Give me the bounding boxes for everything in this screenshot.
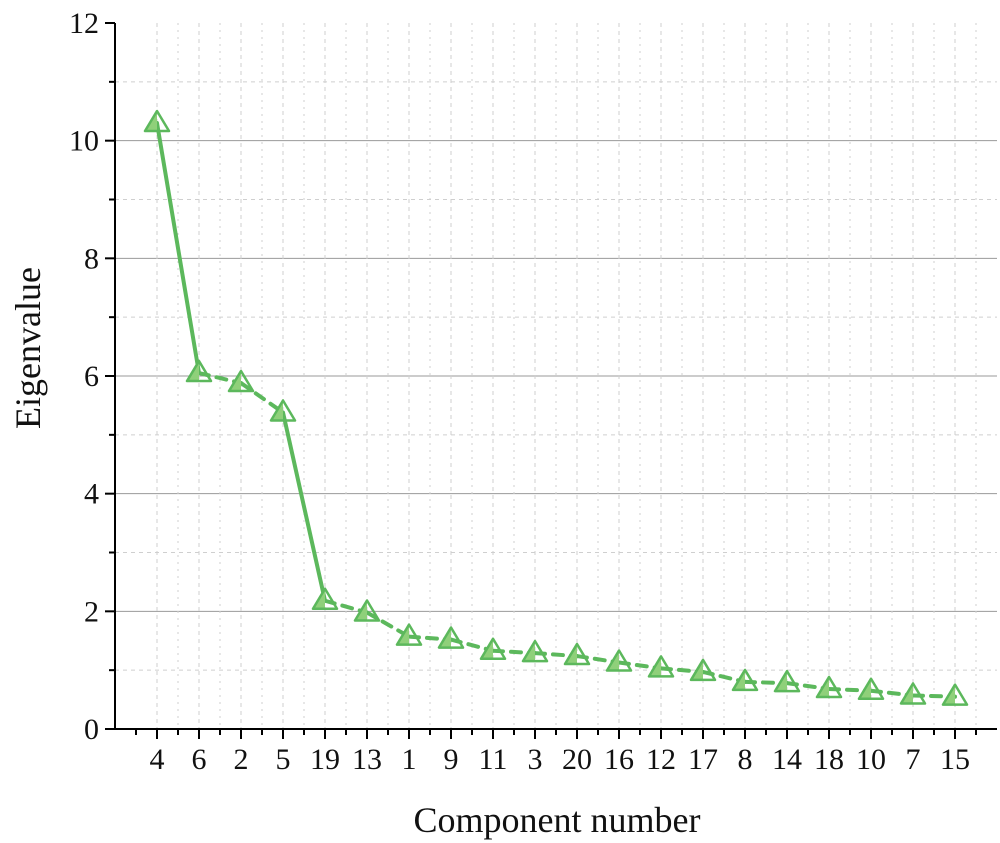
x-tick-label: 13 [352,743,382,776]
x-tick-label: 9 [444,743,459,776]
data-point-marker [857,677,885,701]
data-point-marker [395,623,423,646]
x-axis-ticks: 4 6 2 5 19 13 1 9 11 3 20 16 12 17 8 14 18 10 7 15 [135,729,977,776]
x-tick-label: 17 [688,743,718,776]
data-point-marker [185,359,213,383]
x-tick-label: 19 [310,743,340,776]
marker-outline [773,669,801,693]
x-tick-label: 3 [528,743,543,776]
x-tick-label: 1 [402,743,417,776]
x-axis-title: Component number [414,800,701,840]
series-segment [365,610,411,639]
marker-outline [311,587,339,610]
marker-outline [143,109,171,133]
series-markers [143,109,969,706]
marker-outline [521,639,549,663]
x-tick-label: 5 [276,743,291,776]
x-tick-label: 10 [856,743,886,776]
x-tick-label: 6 [192,743,207,776]
data-point-marker [143,109,171,133]
marker-outline [437,626,465,649]
y-tick-label: 6 [84,360,99,393]
marker-outline [731,668,759,692]
y-tick-label: 12 [69,7,99,40]
y-tick-label: 10 [69,125,99,158]
data-point-marker [227,369,255,393]
data-point-marker [563,642,591,666]
data-point-marker [815,675,843,699]
data-point-marker [269,399,297,422]
marker-outline [395,623,423,646]
x-tick-label: 11 [479,743,508,776]
data-point-marker [647,655,675,678]
x-tick-label: 7 [906,743,921,776]
marker-outline [689,658,717,682]
y-tick-label: 4 [84,478,99,511]
x-tick-label: 12 [646,743,676,776]
marker-outline [227,369,255,393]
data-point-marker [437,626,465,649]
data-point-marker [353,599,381,622]
y-axis-title: Eigenvalue [8,267,48,429]
marker-outline [857,677,885,701]
series-segment [155,121,201,376]
x-tick-label: 4 [150,743,165,776]
data-point-marker [689,658,717,682]
marker-outline [563,642,591,666]
y-tick-label: 0 [84,713,99,746]
data-point-marker [521,639,549,663]
series-segment [239,381,285,415]
marker-outline [941,683,969,706]
data-point-marker [731,668,759,692]
y-axis-ticks: 0 2 4 6 8 10 12 [69,7,115,746]
data-point-marker [899,682,927,705]
marker-outline [605,649,633,672]
x-tick-label: 18 [814,743,844,776]
data-point-marker [311,587,339,610]
marker-outline [353,599,381,622]
x-tick-label: 14 [772,743,802,776]
y-tick-label: 8 [84,242,99,275]
marker-outline [647,655,675,678]
data-point-marker [941,683,969,706]
x-tick-label: 16 [604,743,634,776]
data-point-marker [773,669,801,693]
x-tick-label: 8 [738,743,753,776]
series-segment [281,410,327,603]
y-tick-label: 2 [84,595,99,628]
x-tick-label: 2 [234,743,249,776]
data-point-marker [479,637,507,661]
marker-outline [269,399,297,422]
grid [115,23,997,729]
marker-outline [899,682,927,705]
marker-outline [479,637,507,661]
x-tick-label: 20 [562,743,592,776]
data-point-marker [605,649,633,672]
marker-outline [185,359,213,383]
x-tick-label: 15 [940,743,970,776]
marker-outline [815,675,843,699]
